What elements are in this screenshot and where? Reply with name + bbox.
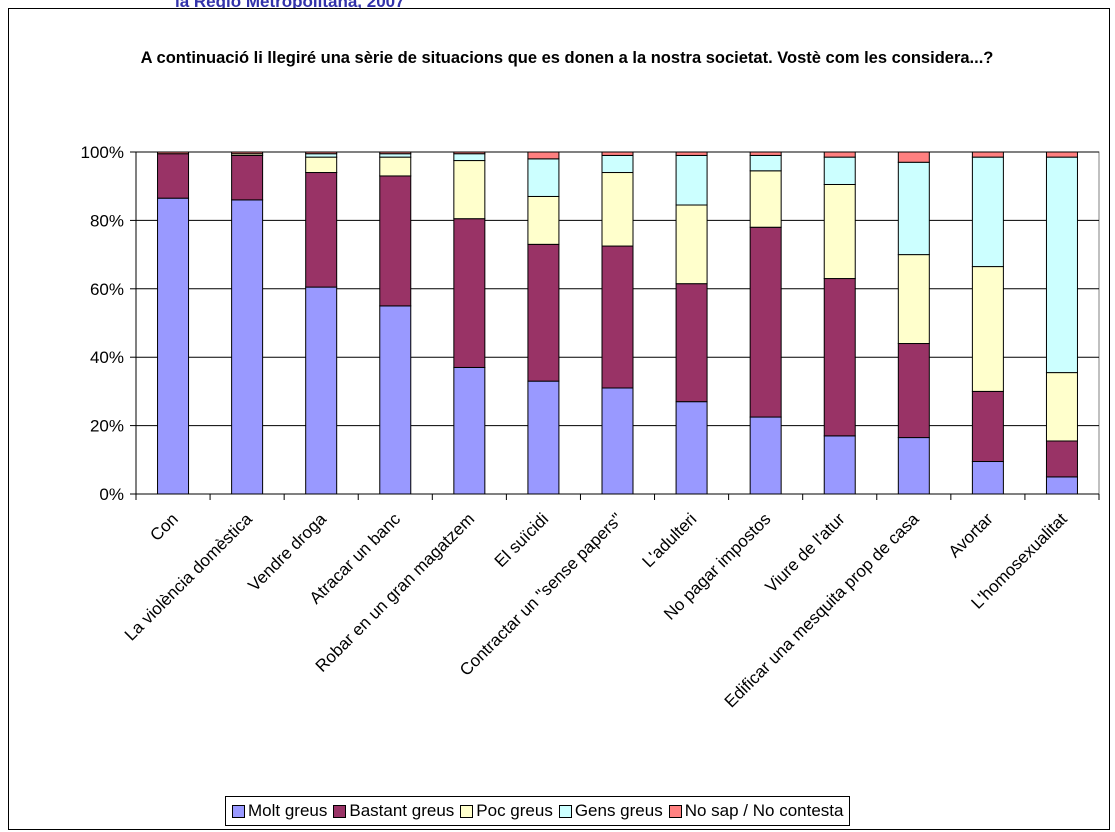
bar-segment [527, 195, 560, 245]
x-tick-label: L'adulteri [639, 509, 701, 571]
bar-segment [379, 175, 412, 307]
bar-segment [453, 160, 486, 220]
bar-segment [453, 153, 486, 162]
bar-segment [453, 366, 486, 495]
bar-segment [1045, 156, 1078, 374]
y-tick-label: 80% [90, 211, 124, 230]
bar-segment [749, 226, 782, 418]
bar-segment [971, 461, 1004, 495]
bar-segment [601, 172, 634, 247]
bar-segment [749, 151, 782, 156]
bar-segment [601, 151, 634, 156]
legend-label: Bastant greus [349, 801, 455, 820]
y-tick-label: 100% [81, 143, 124, 162]
bar-segment [601, 154, 634, 174]
x-tick-label: Robar en un gran magatzem [312, 509, 478, 675]
bar-segment [379, 156, 412, 177]
bar-segment [157, 151, 190, 155]
bar-segment [675, 151, 708, 156]
y-tick-label: 0% [99, 485, 124, 504]
bar-segment [305, 151, 338, 155]
legend-item: Molt greus [232, 801, 327, 821]
legend-swatch [558, 804, 572, 818]
chart-title: A continuació li llegiré una sèrie de si… [140, 49, 994, 67]
bar-segment [749, 154, 782, 172]
legend-swatch [460, 804, 474, 818]
bar-segment [1045, 440, 1078, 478]
bar-segment [527, 158, 560, 197]
bar-segment [971, 151, 1004, 158]
bar-segment [971, 390, 1004, 463]
legend-item: Gens greus [558, 801, 663, 821]
bar-segment [675, 154, 708, 206]
bar-segment [823, 183, 856, 280]
bar-segment [231, 151, 264, 155]
bar-segment [157, 197, 190, 495]
legend-swatch [668, 804, 682, 818]
legend-swatch [232, 804, 245, 818]
bar-segment [379, 153, 412, 158]
bar-segment [305, 156, 338, 174]
chart-legend: Molt greus Bastant greus Poc greus Gens gre… [225, 796, 851, 826]
bar-segment [675, 283, 708, 403]
bar-segment [897, 343, 930, 439]
bar-segment [675, 204, 708, 285]
bar-segment [749, 416, 782, 495]
x-tick-label: El suïcidi [491, 509, 553, 571]
bar-segment [897, 151, 930, 163]
bar-segment [823, 151, 856, 158]
y-tick-label: 60% [90, 280, 124, 299]
bar-segment [601, 387, 634, 495]
bar-segment [305, 153, 338, 158]
legend-label: Gens greus [574, 801, 663, 820]
bar-segment [971, 266, 1004, 392]
y-tick-label: 40% [90, 348, 124, 367]
x-tick-label: Con [146, 509, 181, 544]
bar-segment [379, 305, 412, 495]
legend-label: Poc greus [476, 801, 553, 820]
bar-segment [231, 154, 264, 201]
bar-segment [823, 156, 856, 185]
bar-segment [305, 286, 338, 495]
bar-segment [601, 245, 634, 389]
bar-segment [157, 153, 190, 199]
bar-segment [1045, 372, 1078, 442]
bar-segment [453, 218, 486, 368]
bar-segment [749, 170, 782, 228]
x-tick-label: Contractar un "sense papers" [456, 509, 626, 679]
legend-item: No sap / No contesta [668, 801, 844, 821]
bar-segment [675, 401, 708, 495]
legend-item: Poc greus [460, 801, 553, 821]
bar-segment [897, 161, 930, 256]
legend-label: Molt greus [248, 801, 328, 820]
page-top-title: la Regió Metropolitana, 2007 [175, 0, 405, 11]
bar-segment [231, 199, 264, 495]
bar-segment [453, 151, 486, 155]
legend-item: Bastant greus [333, 801, 454, 821]
bar-segment [1045, 151, 1078, 158]
bar-segment [527, 380, 560, 495]
bar-segment [527, 243, 560, 382]
x-tick-label: La violència domèstica [121, 509, 256, 644]
x-tick-label: Avortar [945, 509, 997, 561]
bar-segment [1045, 476, 1078, 495]
bar-segment [823, 278, 856, 437]
bar-segment [823, 435, 856, 495]
bar-segment [305, 172, 338, 288]
bar-segment [379, 151, 412, 155]
legend-label: No sap / No contesta [684, 801, 844, 820]
bar-segment [897, 437, 930, 495]
y-tick-label: 20% [90, 417, 124, 436]
bar-segment [971, 156, 1004, 268]
legend-swatch [333, 804, 347, 818]
bar-segment [527, 151, 560, 160]
bar-segment [897, 254, 930, 345]
